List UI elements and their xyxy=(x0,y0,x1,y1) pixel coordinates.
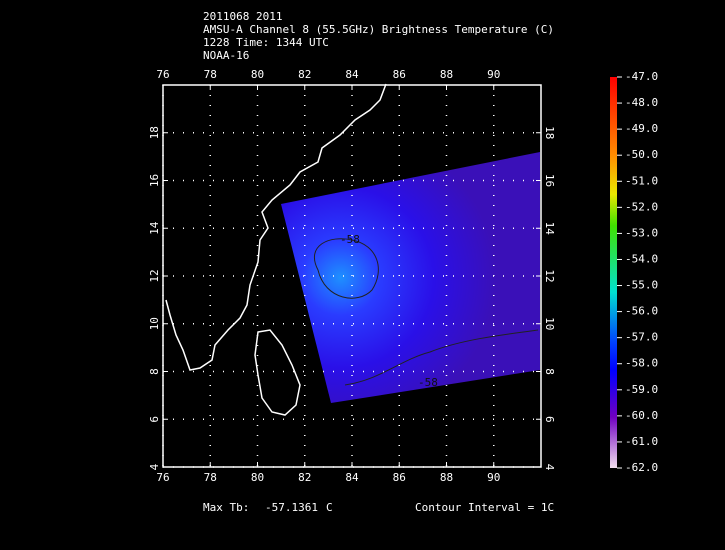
max-unit: C xyxy=(326,501,333,514)
x-tick-label: 82 xyxy=(298,471,311,484)
y-tick-label: 18 xyxy=(148,126,161,139)
x-tick-label: 88 xyxy=(440,471,453,484)
y-tick-label: 10 xyxy=(543,317,556,330)
colorbar-label: -51.0 xyxy=(625,174,658,187)
title-line: 1228 Time: 1344 UTC xyxy=(203,36,329,49)
x-tick-label: 90 xyxy=(487,68,500,81)
colorbar-label: -56.0 xyxy=(625,305,658,318)
contour xyxy=(344,329,539,386)
colorbar-label: -48.0 xyxy=(625,96,658,109)
x-tick-label: 76 xyxy=(156,471,169,484)
y-tick-label: 14 xyxy=(148,221,161,235)
contour-label: -58 xyxy=(418,376,438,389)
y-tick-label: 4 xyxy=(148,463,161,470)
x-tick-label: 88 xyxy=(440,68,453,81)
x-tick-label: 82 xyxy=(298,68,311,81)
y-tick-label: 10 xyxy=(148,317,161,330)
max-value: -57.1361 xyxy=(265,501,318,514)
colorbar-label: -54.0 xyxy=(625,252,658,265)
y-tick-label: 8 xyxy=(543,368,556,375)
y-tick-label: 4 xyxy=(543,464,556,471)
colorbar-label: -61.0 xyxy=(625,435,658,448)
colorbar-label: -62.0 xyxy=(625,461,658,474)
contour-interval: Contour Interval = 1C xyxy=(415,501,554,514)
colorbar-label: -57.0 xyxy=(625,331,658,344)
x-tick-label: 90 xyxy=(487,471,500,484)
colorbar-label: -52.0 xyxy=(625,200,658,213)
x-tick-label: 80 xyxy=(251,68,264,81)
coastline xyxy=(165,83,387,371)
y-tick-label: 6 xyxy=(543,416,556,423)
x-tick-label: 76 xyxy=(156,68,169,81)
colorbar-label: -50.0 xyxy=(625,148,658,161)
y-tick-label: 8 xyxy=(148,368,161,375)
y-tick-label: 16 xyxy=(543,174,556,187)
x-tick-label: 78 xyxy=(204,471,217,484)
x-tick-label: 78 xyxy=(204,68,217,81)
colorbar-label: -49.0 xyxy=(625,122,658,135)
colorbar-label: -47.0 xyxy=(625,70,658,83)
x-tick-label: 84 xyxy=(345,471,359,484)
colorbar-label: -60.0 xyxy=(625,409,658,422)
title-line: NOAA-16 xyxy=(203,49,249,62)
y-tick-label: 14 xyxy=(543,222,556,236)
colorbar-label: -59.0 xyxy=(625,383,658,396)
swath xyxy=(281,152,540,403)
y-tick-label: 18 xyxy=(543,126,556,139)
contour-label: -58 xyxy=(340,233,360,246)
max-label: Max Tb: xyxy=(203,501,249,514)
coastline xyxy=(254,329,301,416)
y-tick-label: 6 xyxy=(148,416,161,423)
title-line: 2011068 2011 xyxy=(203,10,282,23)
colorbar-label: -53.0 xyxy=(625,226,658,239)
x-tick-label: 84 xyxy=(345,68,359,81)
colorbar xyxy=(610,77,617,468)
y-tick-label: 16 xyxy=(148,174,161,187)
contour xyxy=(314,238,379,299)
y-tick-label: 12 xyxy=(543,269,556,282)
title-line: AMSU-A Channel 8 (55.5GHz) Brightness Te… xyxy=(203,23,554,36)
x-tick-label: 86 xyxy=(393,471,406,484)
colorbar-label: -58.0 xyxy=(625,357,658,370)
colorbar-label: -55.0 xyxy=(625,279,658,292)
x-tick-label: 80 xyxy=(251,471,264,484)
y-tick-label: 12 xyxy=(148,269,161,282)
x-tick-label: 86 xyxy=(393,68,406,81)
